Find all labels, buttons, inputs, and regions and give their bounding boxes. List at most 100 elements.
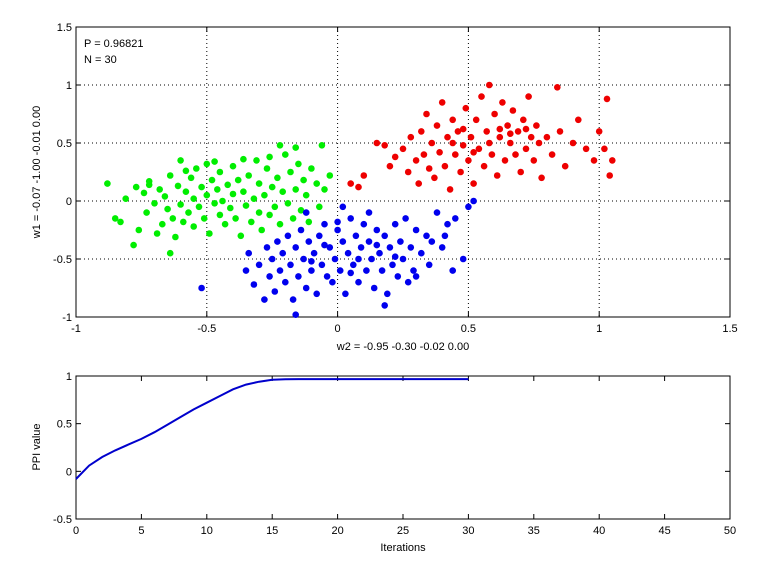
scatter-point [111, 215, 119, 222]
scatter-point [161, 193, 169, 200]
scatter-point [517, 168, 524, 176]
scatter-point [491, 110, 498, 118]
scatter-point [156, 186, 163, 193]
scatter-point [318, 261, 326, 269]
scatter-point [250, 195, 258, 202]
scatter-point [378, 267, 386, 274]
scatter-point [397, 238, 404, 245]
ppi-x-tick-label: 15 [266, 525, 278, 537]
scatter-point [533, 122, 540, 129]
scatter-point [274, 174, 281, 182]
scatter-point [425, 261, 433, 269]
scatter-point [287, 168, 294, 176]
ppi-x-tick-label: 5 [138, 525, 144, 537]
scatter-point [195, 203, 203, 211]
scatter-point [525, 93, 532, 100]
scatter-point [554, 84, 561, 91]
scatter-point [153, 230, 161, 237]
ppi-x-tick-label: 50 [724, 525, 736, 537]
scatter-point [527, 133, 535, 141]
scatter-point [433, 209, 441, 216]
ppi-y-tick-label: -0.5 [53, 514, 72, 526]
scatter-point [412, 273, 420, 280]
scatter-point [276, 267, 284, 274]
p-value-annotation: P = 0.96821 [84, 38, 143, 50]
scatter-point [276, 220, 284, 228]
scatter-ticks: -1 -0.5 0 0.5 1 1.5 -1 -0.5 0 0.5 1 1.5 [53, 22, 738, 335]
scatter-point [182, 167, 190, 175]
scatter-point [122, 195, 129, 202]
scatter-point [151, 200, 158, 207]
scatter-y-tick-label: -0.5 [53, 254, 72, 266]
scatter-point [444, 133, 451, 141]
scatter-point [535, 139, 543, 147]
scatter-point [282, 151, 289, 158]
scatter-point [480, 162, 488, 170]
scatter-point [266, 273, 273, 280]
scatter-point [240, 155, 247, 163]
scatter-point [454, 128, 462, 135]
scatter-point [279, 188, 287, 195]
scatter-point [446, 186, 454, 193]
scatter-point [140, 189, 148, 197]
scatter-point [514, 128, 522, 135]
scatter-y-tick-label: 1 [66, 80, 72, 92]
scatter-point [211, 200, 218, 207]
scatter-point [248, 218, 255, 226]
scatter-point [431, 174, 438, 182]
scatter-point [402, 215, 409, 222]
scatter-point [271, 288, 279, 295]
scatter-point [268, 183, 276, 191]
scatter-point [472, 116, 480, 124]
scatter-point [255, 261, 263, 269]
scatter-point [203, 191, 211, 199]
scatter-y-tick-label: 0.5 [57, 138, 72, 150]
scatter-point [441, 232, 449, 240]
scatter-point [326, 244, 334, 251]
scatter-point [321, 241, 328, 249]
scatter-point [302, 191, 310, 199]
scatter-point [234, 176, 242, 184]
ppi-y-tick-label: 0.5 [57, 419, 72, 431]
scatter-point [423, 232, 430, 240]
scatter-point [512, 151, 519, 158]
scatter-point [538, 174, 545, 182]
scatter-point [344, 249, 352, 257]
scatter-point [399, 145, 407, 153]
scatter-point [284, 200, 292, 207]
scatter-point [172, 233, 179, 241]
scatter-point [308, 258, 315, 265]
scatter-point [507, 130, 514, 137]
scatter-plot-frame [75, 26, 731, 318]
scatter-points [104, 81, 616, 319]
scatter-point [216, 211, 224, 219]
scatter-y-axis-label: w1 = -0.07 -1.00 -0.01 0.00 [31, 106, 43, 239]
scatter-point [386, 244, 394, 251]
scatter-point [543, 133, 551, 141]
scatter-point [486, 81, 493, 89]
scatter-point [334, 218, 341, 226]
ppi-x-tick-label: 20 [331, 525, 343, 537]
scatter-point [214, 186, 221, 193]
scatter-point [428, 139, 436, 147]
scatter-x-tick-label: 1.5 [722, 323, 737, 335]
scatter-point [302, 209, 310, 216]
scatter-point [462, 104, 470, 112]
ppi-line [75, 378, 469, 480]
scatter-point [381, 142, 389, 149]
scatter-point [221, 220, 229, 228]
scatter-point [360, 220, 368, 228]
scatter-point [606, 172, 613, 179]
scatter-point [449, 116, 457, 124]
scatter-point [486, 139, 493, 147]
scatter-point [263, 165, 271, 172]
scatter-point [373, 139, 381, 147]
scatter-point [444, 220, 451, 228]
scatter-point [313, 290, 321, 298]
scatter-point [308, 267, 315, 274]
scatter-point [174, 182, 182, 190]
scatter-point [522, 145, 530, 153]
ppi-series [75, 378, 469, 480]
ppi-line-axes: 0 5 10 15 20 25 30 35 40 45 50-0.500.51 Iterations… [31, 371, 736, 554]
